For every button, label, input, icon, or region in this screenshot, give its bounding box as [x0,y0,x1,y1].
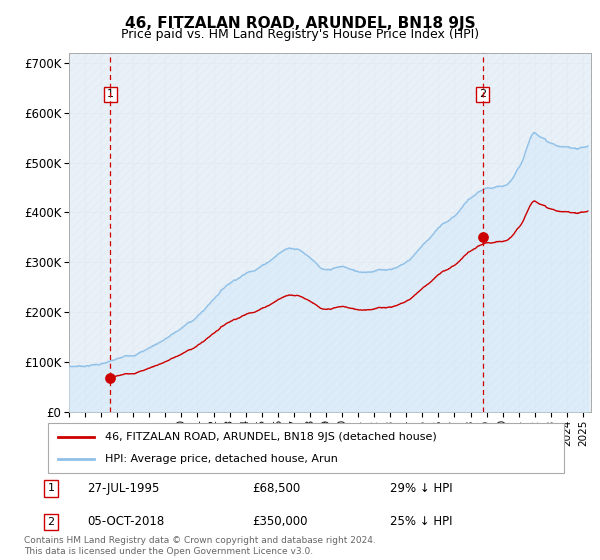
Text: 2: 2 [479,90,486,100]
Point [106,373,115,382]
Text: 1: 1 [47,483,55,493]
Text: 46, FITZALAN ROAD, ARUNDEL, BN18 9JS (detached house): 46, FITZALAN ROAD, ARUNDEL, BN18 9JS (de… [105,432,437,442]
Point [478,233,487,242]
Text: £68,500: £68,500 [252,482,300,495]
Text: Contains HM Land Registry data © Crown copyright and database right 2024.
This d: Contains HM Land Registry data © Crown c… [24,536,376,556]
Text: 27-JUL-1995: 27-JUL-1995 [87,482,160,495]
Text: 2: 2 [47,517,55,527]
Text: 29% ↓ HPI: 29% ↓ HPI [390,482,452,495]
Text: 46, FITZALAN ROAD, ARUNDEL, BN18 9JS: 46, FITZALAN ROAD, ARUNDEL, BN18 9JS [125,16,475,31]
Text: £350,000: £350,000 [252,515,308,529]
Text: 1: 1 [107,90,114,100]
Text: 05-OCT-2018: 05-OCT-2018 [87,515,164,529]
Text: 25% ↓ HPI: 25% ↓ HPI [390,515,452,529]
FancyBboxPatch shape [48,423,564,473]
Text: Price paid vs. HM Land Registry's House Price Index (HPI): Price paid vs. HM Land Registry's House … [121,28,479,41]
Text: HPI: Average price, detached house, Arun: HPI: Average price, detached house, Arun [105,454,338,464]
